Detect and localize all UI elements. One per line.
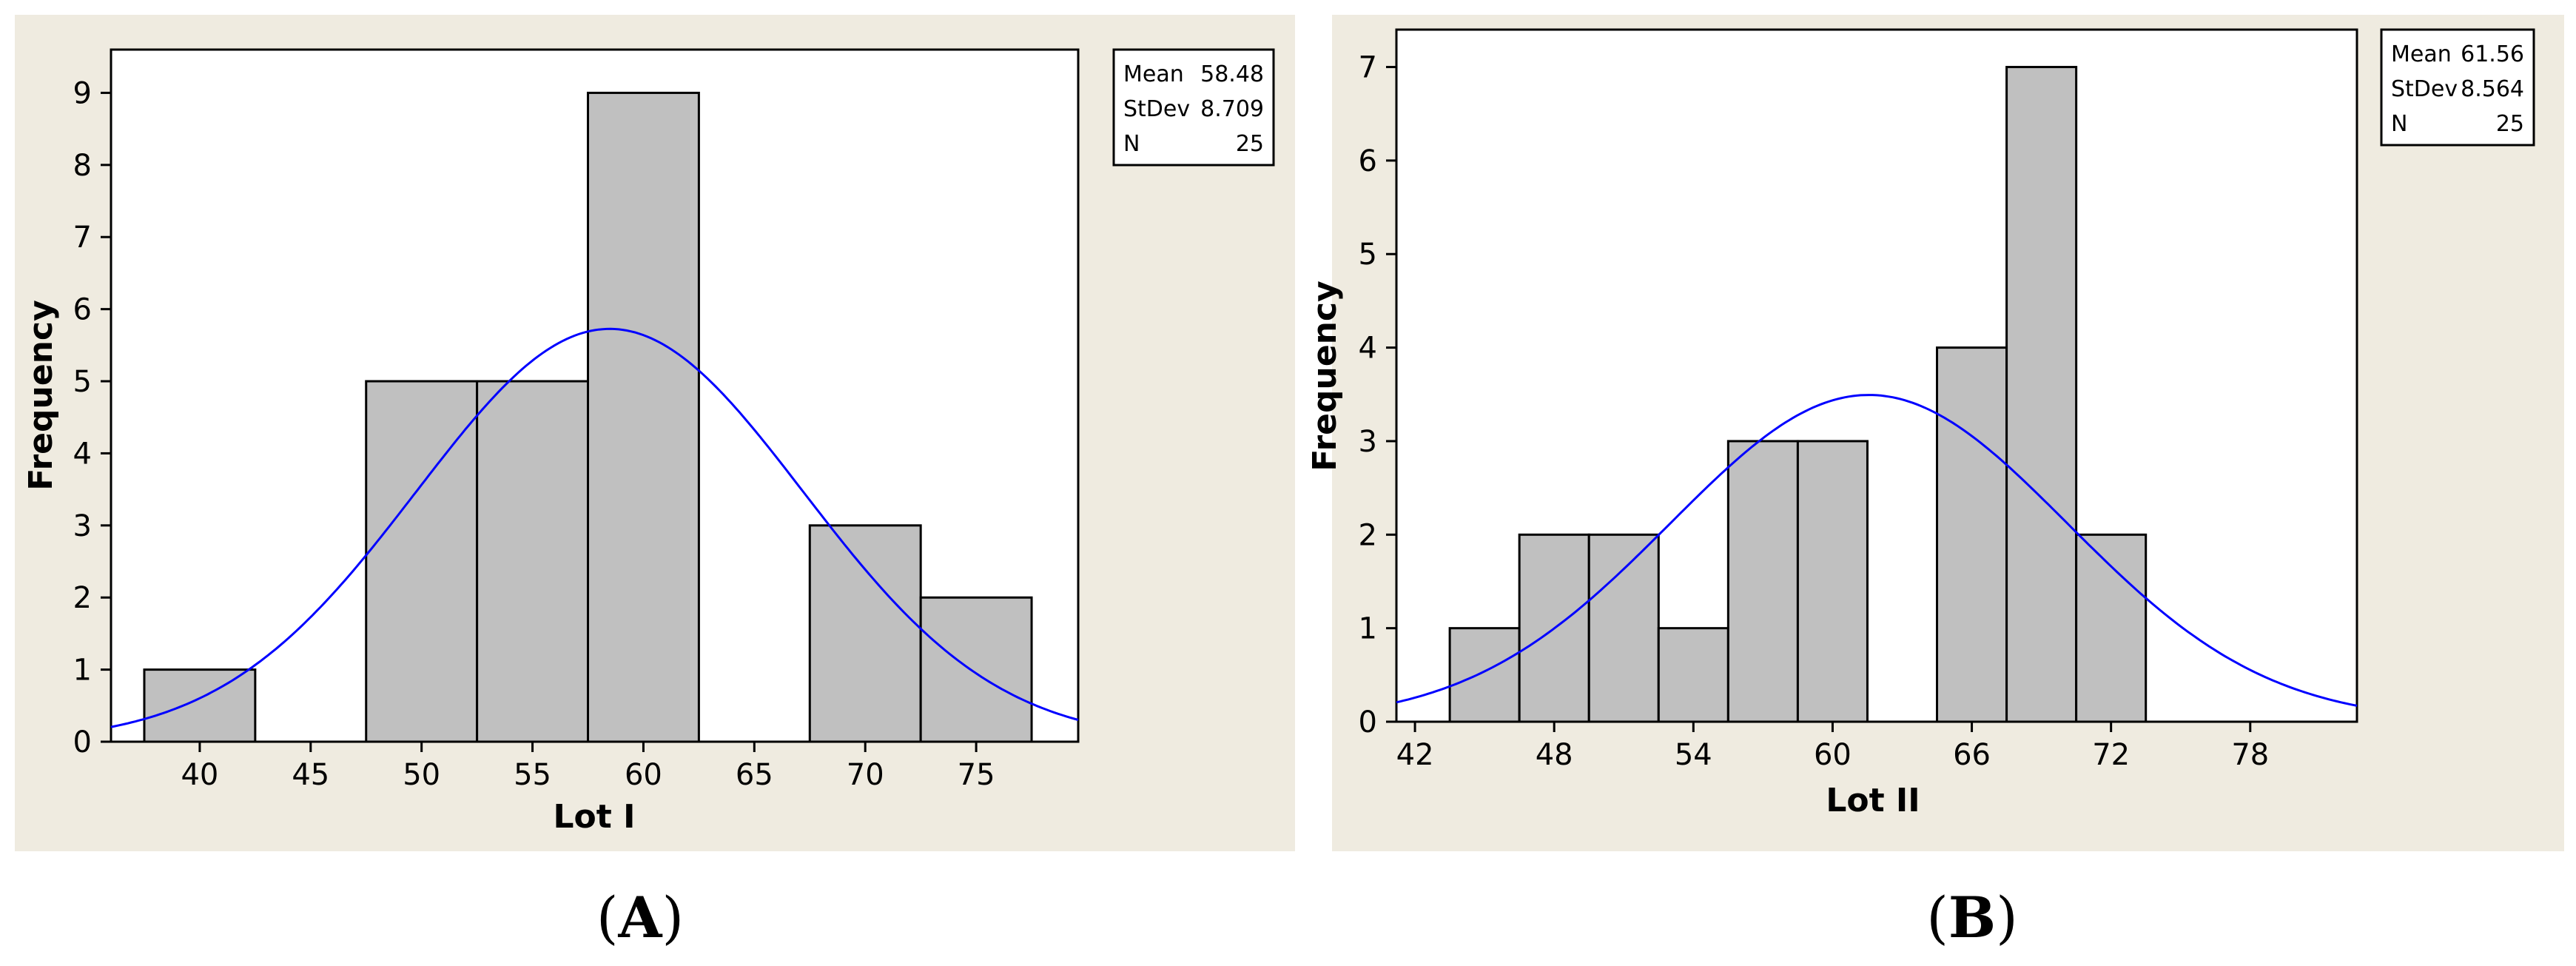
panel-a-x-tick-label-45: 45 bbox=[292, 758, 329, 792]
panel-b: 42 48 54 60 66 72 78 0 1 2 3 4 5 6 7 Lot II Frequency… bbox=[1306, 15, 2564, 851]
panel-b-bar-69 bbox=[2005, 66, 2078, 723]
panel-b-x-tick-label-72: 72 bbox=[2092, 738, 2130, 772]
panel-a-y-tick-label-0: 0 bbox=[73, 725, 92, 759]
panel-b-y-tick-label-0: 0 bbox=[1359, 705, 1377, 739]
panel-a-y-tick-label-1: 1 bbox=[73, 654, 92, 688]
panel-a-x-tick-label-60: 60 bbox=[625, 758, 662, 792]
panel-a-stat-n-value: 25 bbox=[1236, 131, 1264, 157]
panel-a-x-tick-label-55: 55 bbox=[514, 758, 551, 792]
panel-b-normal-curve bbox=[1396, 394, 2358, 707]
panel-b-stat-n-value: 25 bbox=[2496, 111, 2524, 137]
panel-a-x-tick-label-40: 40 bbox=[181, 758, 218, 792]
panel-a-bar-40 bbox=[143, 668, 257, 743]
panel-a-y-axis-title: Frequency bbox=[22, 300, 60, 491]
panel-b-bar-57 bbox=[1726, 440, 1799, 723]
panel-b-bar-72 bbox=[2075, 533, 2148, 723]
panel-a-y-tick-label-3: 3 bbox=[73, 509, 92, 543]
panel-b-stat-stdev-label: StDev bbox=[2391, 76, 2458, 102]
panel-b-x-tick-label-48: 48 bbox=[1536, 738, 1573, 772]
panel-b-y-tick-label-5: 5 bbox=[1359, 238, 1377, 272]
panel-a-y-tick-label-2: 2 bbox=[73, 581, 92, 615]
panel-b-stat-n-label: N bbox=[2391, 111, 2407, 137]
panel-b-x-tick-label-42: 42 bbox=[1396, 738, 1434, 772]
panel-b-bar-60 bbox=[1796, 440, 1869, 723]
panel-a-stats-box bbox=[1112, 48, 1275, 167]
panel-a-stat-mean-label: Mean bbox=[1123, 61, 1184, 87]
panel-b-y-tick-label-1: 1 bbox=[1359, 612, 1377, 646]
panel-b-bars bbox=[1448, 66, 2148, 723]
panel-a-stat-mean-value: 58.48 bbox=[1200, 61, 1264, 87]
panel-b-y-tick-label-2: 2 bbox=[1359, 518, 1377, 552]
panel-b-caption-letter: B bbox=[1948, 885, 1996, 950]
panel-b-x-tick-label-60: 60 bbox=[1814, 738, 1852, 772]
panel-a-stat-stdev-label: StDev bbox=[1123, 96, 1190, 122]
panel-b-y-tick-label-6: 6 bbox=[1359, 144, 1377, 178]
panel-a-bar-55 bbox=[476, 380, 590, 743]
panel-a-caption: (A) bbox=[596, 885, 684, 950]
panel-b-stats-legend: Mean 61.56 StDev 8.564 N 25 bbox=[2380, 28, 2535, 147]
panel-a-x-tick-label-70: 70 bbox=[847, 758, 884, 792]
panel-a-x-axis-title: Lot I bbox=[554, 798, 636, 836]
panel-a-stats-legend: Mean 58.48 StDev 8.709 N 25 bbox=[1112, 48, 1275, 167]
panel-a-bar-50 bbox=[365, 380, 479, 743]
panel-a-x-axis: 40 45 50 55 60 65 70 75 bbox=[181, 742, 995, 792]
panel-a-stat-stdev-value: 8.709 bbox=[1200, 96, 1264, 122]
panel-a-y-tick-label-6: 6 bbox=[73, 293, 92, 327]
panel-a-y-tick-label-8: 8 bbox=[73, 149, 92, 183]
panel-a-normal-curve bbox=[110, 327, 1079, 728]
panel-b-x-tick-label-78: 78 bbox=[2231, 738, 2269, 772]
panel-a-y-tick-label-7: 7 bbox=[73, 221, 92, 255]
panel-a-x-tick-label-65: 65 bbox=[736, 758, 773, 792]
panel-b-y-axis-title: Frequency bbox=[1306, 281, 1344, 472]
panel-a-y-tick-label-4: 4 bbox=[73, 437, 92, 471]
panel-b-bar-54 bbox=[1657, 627, 1729, 723]
panel-b-stats-box bbox=[2380, 28, 2535, 147]
panel-b-stat-stdev-value: 8.564 bbox=[2461, 76, 2524, 102]
panel-b-bar-45 bbox=[1448, 627, 1521, 723]
panel-a-x-tick-label-75: 75 bbox=[958, 758, 995, 792]
panel-b-y-tick-label-3: 3 bbox=[1359, 425, 1377, 459]
panel-a-x-tick-label-50: 50 bbox=[403, 758, 440, 792]
panel-b-x-axis-title: Lot II bbox=[1826, 782, 1920, 819]
panel-a-bars bbox=[143, 91, 1033, 743]
panel-a-y-axis: 0 1 2 3 4 5 6 7 8 9 bbox=[73, 76, 111, 759]
panel-b-fit-curve bbox=[1396, 394, 2358, 707]
panel-b-y-axis: 0 1 2 3 4 5 6 7 bbox=[1359, 51, 1396, 739]
panel-b-bar-66 bbox=[1936, 346, 2008, 723]
panel-a-fit-curve bbox=[110, 327, 1079, 728]
panel-b-x-axis: 42 48 54 60 66 72 78 bbox=[1396, 722, 2269, 772]
panel-a-y-tick-label-9: 9 bbox=[73, 76, 92, 110]
panel-b-stat-mean-value: 61.56 bbox=[2461, 41, 2524, 67]
panel-a-bar-75 bbox=[919, 596, 1033, 743]
panel-b-y-tick-label-7: 7 bbox=[1359, 51, 1377, 85]
panel-b-x-tick-label-66: 66 bbox=[1953, 738, 1991, 772]
panel-a-bar-60 bbox=[587, 91, 700, 743]
panel-a-stat-n-label: N bbox=[1123, 131, 1140, 157]
panel-b-x-tick-label-54: 54 bbox=[1675, 738, 1712, 772]
panel-b-y-tick-label-4: 4 bbox=[1359, 332, 1377, 366]
panel-b-stat-mean-label: Mean bbox=[2391, 41, 2452, 67]
panel-a-bar-70 bbox=[808, 524, 922, 743]
panel-b-caption: (B) bbox=[1926, 885, 2018, 950]
panel-a-caption-letter: A bbox=[618, 885, 663, 950]
panel-a-y-tick-label-5: 5 bbox=[73, 365, 92, 399]
panel-b-bar-51 bbox=[1587, 533, 1660, 723]
